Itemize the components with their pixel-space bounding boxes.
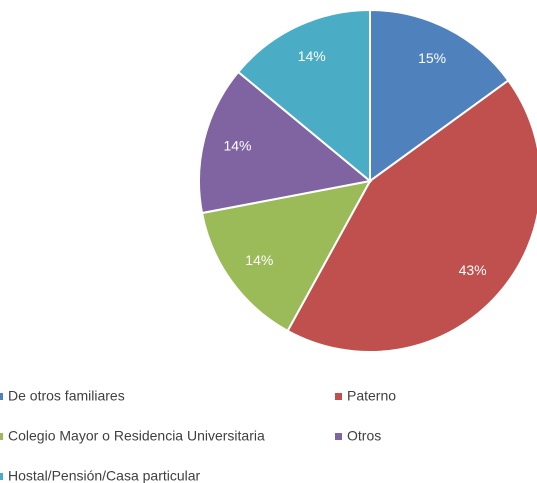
pie-slice (198, 70, 373, 215)
legend-label: Otros (347, 428, 381, 444)
pie-slice (236, 8, 371, 184)
legend-swatch (0, 473, 3, 480)
data-label: 43% (459, 262, 487, 278)
data-label: 14% (298, 48, 326, 64)
pie-slice (286, 79, 537, 353)
legend-label: Hostal/Pensión/Casa particular (8, 468, 201, 483)
legend-label: Colegio Mayor o Residencia Universitaria (8, 428, 265, 444)
data-label: 14% (223, 138, 251, 154)
pie-slice (200, 179, 372, 333)
data-label: 15% (418, 50, 446, 66)
legend-label: Paterno (347, 388, 396, 404)
legend-swatch (335, 393, 342, 400)
pie-slice (369, 8, 510, 183)
legend-swatch (0, 393, 3, 400)
legend-swatch (335, 433, 342, 440)
data-label: 14% (245, 252, 273, 268)
legend-swatch (0, 433, 3, 440)
legend-label: De otros familiares (8, 388, 125, 404)
